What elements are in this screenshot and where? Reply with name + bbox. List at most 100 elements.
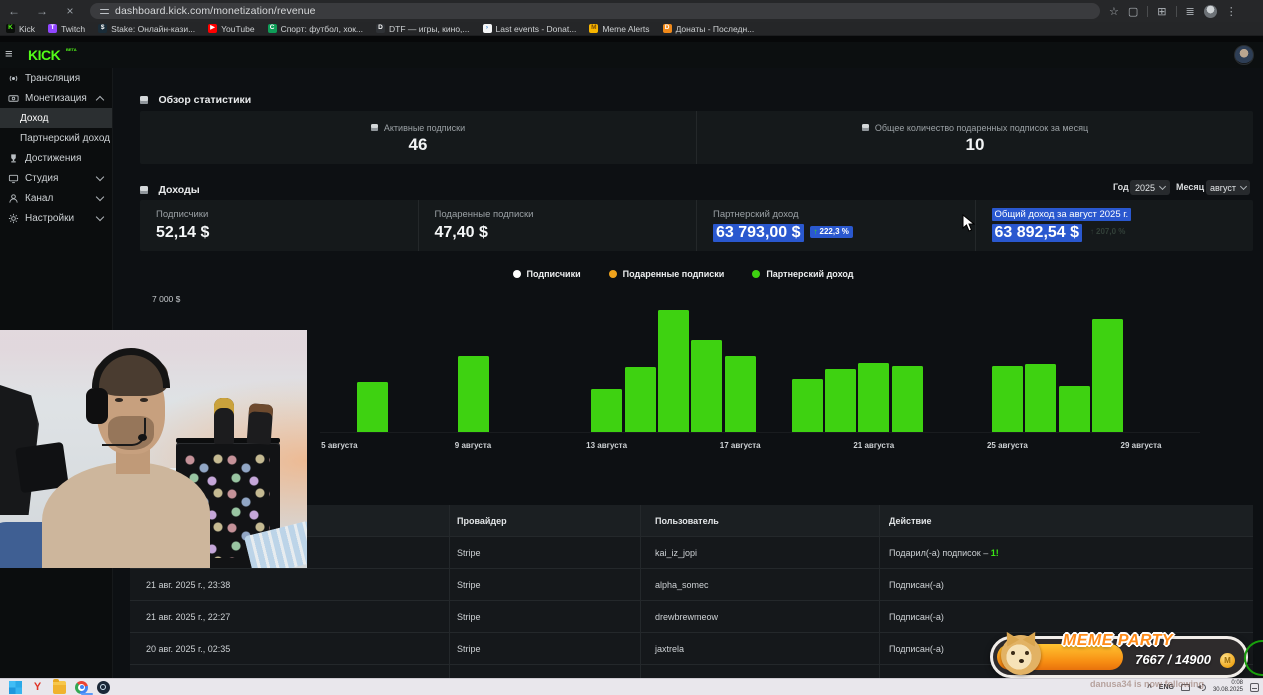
sidebar-item-income[interactable]: Доход bbox=[0, 108, 112, 128]
chart-bar[interactable] bbox=[791, 378, 823, 432]
webcam-person-torso bbox=[42, 462, 210, 568]
stop-icon[interactable]: × bbox=[66, 4, 74, 18]
overview-section-title: Обзор статистики bbox=[140, 90, 251, 108]
notification-center-icon[interactable] bbox=[1250, 682, 1259, 692]
bookmark-item[interactable]: ▶ YouTube bbox=[208, 23, 255, 34]
bookmark-item[interactable]: › Last events - Donat... bbox=[482, 24, 576, 34]
bookmark-star-icon[interactable]: ☆ bbox=[1109, 5, 1119, 18]
chart-bar[interactable] bbox=[457, 355, 489, 432]
taskbar: Y ^ ENG 0:08 30.08.2025 bbox=[0, 678, 1263, 695]
bookmark-favicon: D bbox=[662, 24, 672, 33]
sidebar-item-settings[interactable]: Настройки bbox=[0, 208, 112, 228]
meme-party-widget: MEME PARTY 7667 / 14900 M bbox=[990, 632, 1248, 678]
cell-provider: Stripe bbox=[457, 547, 481, 558]
tray-expand-icon[interactable]: ^ bbox=[1147, 682, 1152, 692]
forward-icon[interactable]: → bbox=[36, 4, 48, 18]
bookmark-item[interactable]: $ Stake: Онлайн-кази... bbox=[98, 24, 195, 34]
sidebar-item-partner-income[interactable]: Партнерский доход bbox=[0, 128, 112, 148]
legend-item[interactable]: Партнерский доход bbox=[752, 269, 853, 279]
steam-icon[interactable] bbox=[97, 680, 110, 694]
headset-mic-arm bbox=[102, 418, 146, 446]
chart-bar[interactable] bbox=[891, 366, 923, 432]
chart-bar[interactable] bbox=[657, 309, 689, 432]
bookmark-item[interactable]: K Kick bbox=[6, 24, 35, 34]
cell-action: Подарил(-а) подписок – 1! bbox=[889, 547, 999, 558]
sidebar-item-studio[interactable]: Студия bbox=[0, 168, 112, 188]
x-axis-tick-label: 25 августа bbox=[986, 441, 1028, 450]
translate-icon[interactable]: ≣ bbox=[1185, 5, 1195, 18]
bookmark-favicon: $ bbox=[98, 24, 108, 33]
sidebar-item-label: Студия bbox=[25, 172, 59, 184]
file-explorer-icon[interactable] bbox=[53, 678, 66, 694]
language-indicator[interactable]: ENG bbox=[1158, 683, 1174, 691]
year-label: Год bbox=[1113, 182, 1129, 192]
tray-date: 30.08.2025 bbox=[1212, 687, 1243, 693]
chart-bar[interactable] bbox=[858, 363, 890, 432]
sidebar-item-label: Канал bbox=[25, 192, 54, 204]
chrome-icon[interactable] bbox=[75, 680, 88, 694]
beta-badge: BETA bbox=[66, 47, 77, 52]
chevron-down-icon bbox=[1240, 182, 1248, 191]
browser-profile-avatar[interactable] bbox=[1203, 4, 1217, 18]
bookmark-item[interactable]: T Twitch bbox=[48, 24, 85, 34]
bookmark-item[interactable]: M Meme Alerts bbox=[589, 24, 650, 34]
bookmark-favicon: M bbox=[589, 24, 599, 33]
chart-bar[interactable] bbox=[1025, 364, 1057, 432]
clock[interactable]: 0:08 30.08.2025 bbox=[1213, 680, 1243, 694]
year-select[interactable]: 2025 bbox=[1130, 180, 1170, 195]
bookmark-favicon: C bbox=[267, 24, 277, 33]
chart-bar[interactable] bbox=[357, 382, 389, 432]
site-info-icon[interactable] bbox=[100, 7, 109, 16]
sidebar-item-channel[interactable]: Канал bbox=[0, 188, 112, 208]
month-select[interactable]: август bbox=[1206, 180, 1250, 195]
achievements-icon bbox=[8, 153, 19, 164]
yandex-browser-icon[interactable]: Y bbox=[33, 680, 42, 693]
sidebar-item-label: Достижения bbox=[25, 152, 82, 164]
windows-start-icon[interactable] bbox=[9, 680, 22, 694]
channel-icon bbox=[8, 193, 19, 204]
chart-bar[interactable] bbox=[624, 367, 656, 432]
bookmark-label: DTF — игры, кино,... bbox=[389, 23, 470, 34]
sidebar-toggle-icon[interactable]: ≡ bbox=[5, 46, 13, 61]
legend-item[interactable]: Подписчики bbox=[512, 269, 581, 279]
y-axis-tick-label: 7 000 $ bbox=[152, 294, 181, 304]
keyboard-icon[interactable] bbox=[1180, 683, 1190, 691]
active-app-indicator bbox=[81, 693, 93, 695]
side-panel-icon[interactable]: ⊞ bbox=[1157, 5, 1167, 18]
browser-toolbar: ← → × dashboard.kick.com/monetization/re… bbox=[0, 0, 1263, 22]
chart-bar[interactable] bbox=[991, 366, 1023, 432]
kick-logo[interactable]: KICK bbox=[28, 47, 61, 63]
bookmark-item[interactable]: D DTF — игры, кино,... bbox=[376, 24, 470, 34]
bookmarks-bar: K Kick T Twitch $ Stake: Онлайн-кази... … bbox=[0, 22, 1263, 36]
webcam-overlay bbox=[0, 330, 307, 568]
x-axis-tick-label: 13 августа bbox=[586, 441, 628, 450]
bookmark-label: YouTube bbox=[221, 23, 255, 34]
chart-bar[interactable] bbox=[591, 389, 623, 432]
chart-bar[interactable] bbox=[1092, 319, 1124, 432]
chevron-icon bbox=[95, 212, 105, 222]
stats-section-icon bbox=[140, 96, 148, 104]
chart-bar[interactable] bbox=[691, 340, 723, 432]
chart-bar[interactable] bbox=[724, 355, 756, 432]
sidebar-item-monetization[interactable]: Монетизация bbox=[0, 88, 112, 108]
sidebar-item-achievements[interactable]: Достижения bbox=[0, 148, 112, 168]
gifted-subs-value: 10 bbox=[965, 134, 985, 154]
browser-menu-icon[interactable]: ⋮ bbox=[1225, 5, 1237, 18]
cell-user: drewbrewmeow bbox=[655, 611, 719, 622]
bookmark-label: Kick bbox=[19, 23, 36, 34]
back-icon[interactable]: ← bbox=[8, 4, 20, 18]
chevron-icon bbox=[95, 172, 105, 182]
x-axis-tick-label: 9 августа bbox=[454, 441, 492, 450]
extensions-icon[interactable]: ▢ bbox=[1127, 5, 1139, 18]
chart-bar[interactable] bbox=[1058, 386, 1090, 432]
chart-bar[interactable] bbox=[824, 369, 856, 432]
bookmark-item[interactable]: C Спорт: футбол, хок... bbox=[267, 24, 363, 34]
legend-item[interactable]: Подаренные подписки bbox=[608, 269, 724, 279]
bookmark-favicon: ▶ bbox=[208, 24, 218, 33]
user-avatar[interactable] bbox=[1234, 45, 1254, 65]
bookmark-item[interactable]: D Донаты - Последн... bbox=[662, 24, 754, 34]
follower-alert-text: danusa34 is now following bbox=[1090, 679, 1205, 689]
sidebar-item-broadcast[interactable]: Трансляция bbox=[0, 68, 112, 88]
speaker-icon[interactable] bbox=[1196, 683, 1206, 691]
address-bar[interactable]: dashboard.kick.com/monetization/revenue bbox=[90, 3, 1100, 19]
